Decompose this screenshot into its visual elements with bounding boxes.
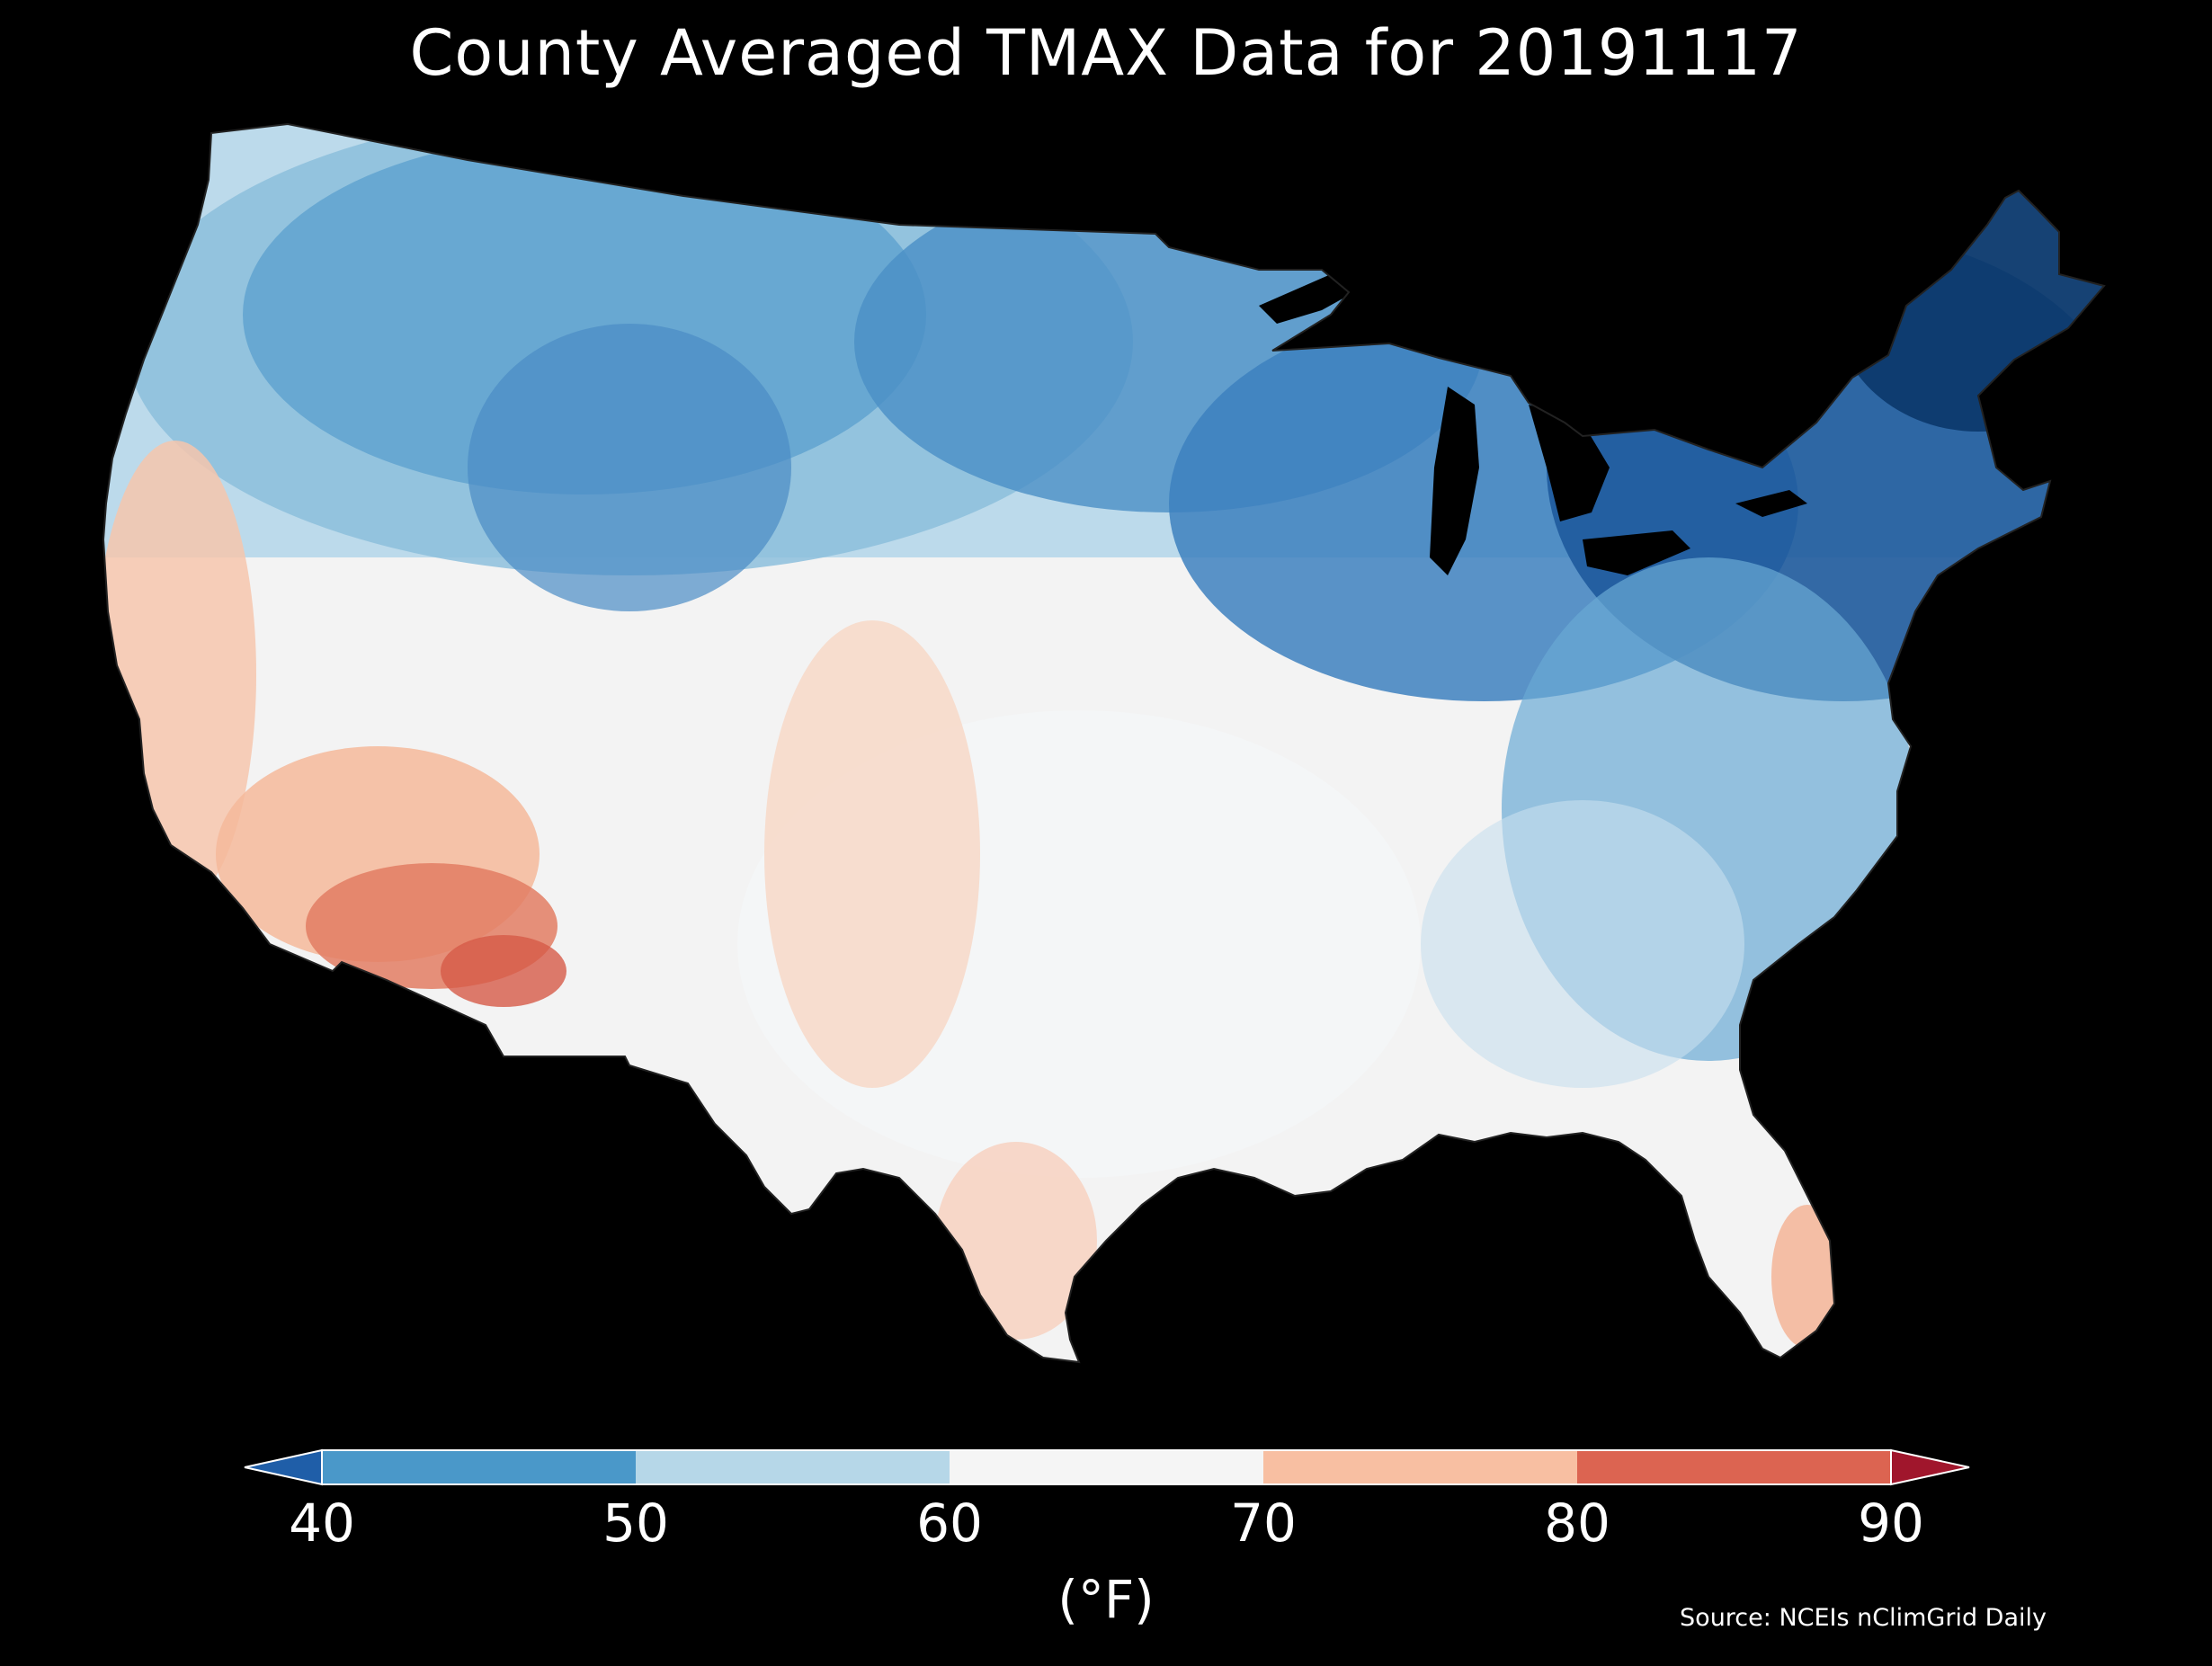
colorbar-tick: 70 [1230, 1492, 1297, 1554]
colorbar-tick: 40 [289, 1492, 355, 1554]
colorbar-tick: 60 [916, 1492, 983, 1554]
colorbar-extend-high [1890, 1448, 1970, 1486]
great-lakes [1259, 274, 1807, 575]
colorbar-tick: 90 [1858, 1492, 1924, 1554]
colorbar-extend-low [244, 1448, 323, 1486]
map-title: County Averaged TMAX Data for 20191117 [409, 16, 1803, 90]
source-label: Source: NCEIs nClimGrid Daily [1680, 1604, 2047, 1632]
colorbar-bin [322, 1450, 636, 1484]
colorbar-bin [950, 1450, 1263, 1484]
colorbar [244, 1448, 1970, 1486]
colorbar-tick: 80 [1544, 1492, 1610, 1554]
colorbar-bin [1263, 1450, 1577, 1484]
colorbar-bin [1577, 1450, 1891, 1484]
colorbar-unit-label: (°F) [1057, 1569, 1155, 1630]
colorbar-tick: 50 [602, 1492, 669, 1554]
colorbar-bin [636, 1450, 950, 1484]
